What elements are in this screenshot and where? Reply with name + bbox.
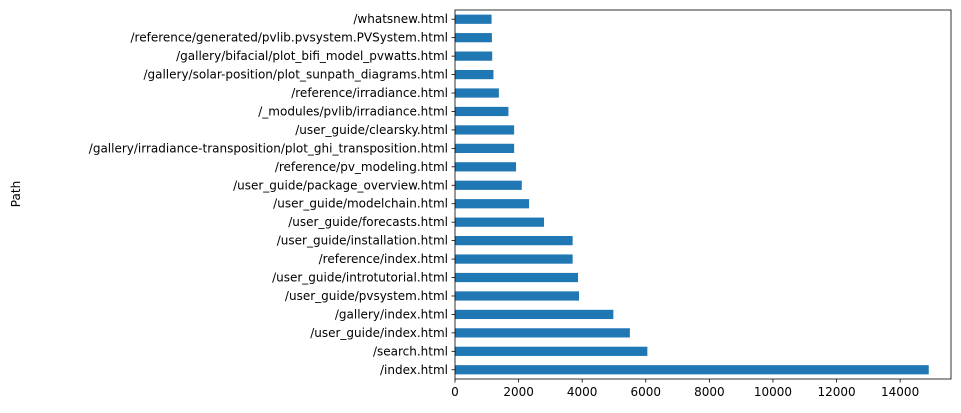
y-tick-label: /whatsnew.html	[353, 12, 448, 26]
bar	[455, 309, 614, 320]
y-tick-label: /user_guide/modelchain.html	[273, 197, 448, 211]
bar	[455, 180, 522, 190]
y-tick-label: /gallery/index.html	[335, 307, 448, 321]
y-tick-label: /gallery/bifacial/plot_bifi_model_pvwatt…	[176, 49, 448, 63]
bar	[455, 236, 573, 246]
y-tick-label: /reference/irradiance.html	[291, 86, 448, 100]
x-tick-label: 12000	[817, 385, 855, 399]
bar	[455, 254, 573, 264]
x-tick-label: 8000	[694, 385, 725, 399]
bar	[455, 162, 517, 172]
y-tick-label: /user_guide/forecasts.html	[288, 215, 448, 229]
y-tick-label: /user_guide/package_overview.html	[233, 178, 448, 192]
bar	[455, 69, 494, 80]
y-tick-label: /reference/index.html	[319, 252, 448, 266]
y-axis-label: Path	[9, 181, 23, 207]
bar	[455, 88, 499, 98]
bar	[455, 365, 929, 375]
bar	[455, 291, 579, 301]
bar	[455, 33, 492, 43]
bar	[455, 328, 630, 338]
plot-frame	[454, 9, 952, 380]
bar	[455, 199, 530, 209]
y-tick-label: /index.html	[380, 363, 448, 377]
x-axis-ticks: 0 2000 4000 6000 8000 10000 12000 14000	[451, 379, 919, 399]
y-tick-label: /gallery/irradiance-transposition/plot_g…	[89, 141, 448, 155]
bars-group	[455, 14, 929, 375]
x-tick-label: 0	[451, 385, 459, 399]
y-tick-label: /user_guide/installation.html	[277, 234, 448, 248]
y-tick-label: /reference/generated/pvlib.pvsystem.PVSy…	[131, 31, 448, 45]
y-tick-label: /user_guide/index.html	[310, 326, 448, 340]
x-tick-label: 2000	[503, 385, 534, 399]
bar	[455, 51, 493, 61]
y-tick-label: /search.html	[373, 344, 448, 358]
bar	[455, 125, 515, 135]
bar	[455, 272, 579, 283]
y-tick-label: /reference/pv_modeling.html	[275, 160, 448, 174]
x-tick-label: 14000	[881, 385, 919, 399]
bar	[455, 217, 545, 227]
x-tick-label: 4000	[567, 385, 598, 399]
x-tick-label: 6000	[630, 385, 661, 399]
bar	[455, 106, 509, 117]
y-tick-label: /gallery/solar-position/plot_sunpath_dia…	[143, 68, 448, 82]
y-tick-label: /user_guide/introtutorial.html	[272, 271, 448, 285]
y-tick-label: /_modules/pvlib/irradiance.html	[258, 104, 448, 118]
y-tick-label: /user_guide/clearsky.html	[295, 123, 448, 137]
y-axis-ticks: /index.html/search.html/user_guide/index…	[89, 12, 455, 377]
x-tick-label: 10000	[754, 385, 792, 399]
bar	[455, 346, 648, 356]
y-tick-label: /user_guide/pvsystem.html	[285, 289, 448, 303]
bar	[455, 14, 492, 24]
bar	[455, 143, 515, 153]
